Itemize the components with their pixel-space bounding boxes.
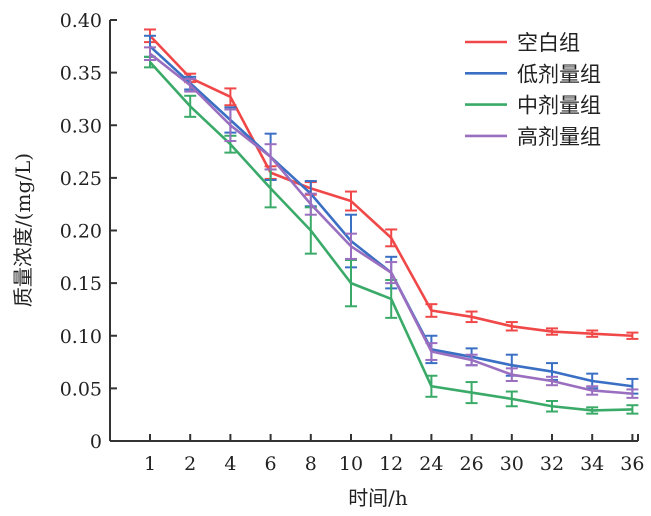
y-tick-label: 0.25 bbox=[60, 168, 102, 190]
series-3 bbox=[144, 55, 639, 415]
y-tick-label: 0.10 bbox=[60, 326, 102, 348]
x-tick-label: 8 bbox=[305, 453, 317, 475]
x-tick-label: 2 bbox=[184, 453, 196, 475]
y-axis-label: 质量浓度/(mg/L) bbox=[11, 153, 35, 307]
series-1 bbox=[144, 28, 639, 340]
y-tick-label: 0.30 bbox=[60, 115, 102, 137]
legend-label: 高剂量组 bbox=[517, 125, 601, 149]
x-tick-label: 30 bbox=[500, 453, 524, 475]
y-tick-label: 0.40 bbox=[60, 10, 102, 32]
x-tick-label: 26 bbox=[460, 453, 484, 475]
legend-label: 低剂量组 bbox=[517, 62, 601, 86]
x-tick-label: 24 bbox=[419, 453, 443, 475]
x-tick-label: 6 bbox=[265, 453, 277, 475]
y-tick-label: 0.35 bbox=[60, 63, 102, 85]
series-4 bbox=[144, 46, 639, 399]
axes: 00.050.100.150.200.250.300.350.401 2 4 6 8 10… bbox=[60, 10, 645, 475]
y-tick-label: 0.15 bbox=[60, 273, 102, 295]
x-tick-label: 4 bbox=[224, 453, 236, 475]
x-tick-label: 10 bbox=[339, 453, 363, 475]
x-axis-label: 时间/h bbox=[348, 486, 408, 510]
x-tick-label: 12 bbox=[379, 453, 403, 475]
x-tick-label: 36 bbox=[620, 453, 644, 475]
series-2 bbox=[144, 34, 639, 395]
x-tick-label: 32 bbox=[540, 453, 564, 475]
y-tick-label: 0 bbox=[90, 431, 102, 453]
x-tick-label: 34 bbox=[580, 453, 604, 475]
y-tick-label: 0.05 bbox=[60, 378, 102, 400]
x-tick-label: 1 bbox=[144, 453, 156, 475]
legend-label: 空白组 bbox=[517, 31, 580, 55]
plot-area bbox=[144, 28, 639, 415]
legend-label: 中剂量组 bbox=[517, 94, 601, 118]
y-tick-label: 0.20 bbox=[60, 221, 102, 243]
